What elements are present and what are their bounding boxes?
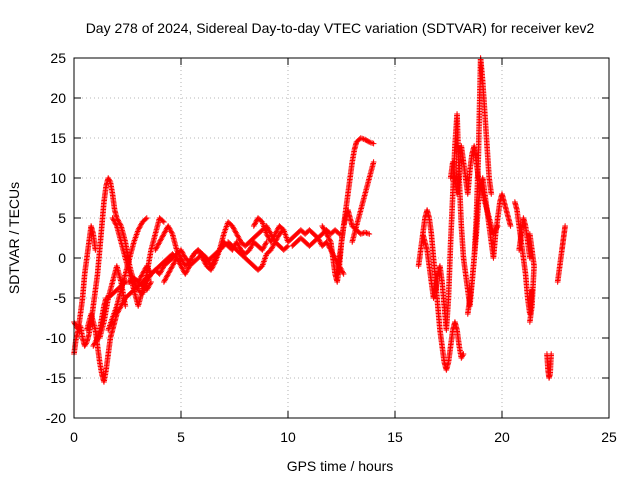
x-tick-label: 10 — [280, 429, 296, 445]
y-tick-label: 20 — [50, 90, 66, 106]
x-tick-label: 15 — [387, 429, 403, 445]
data-point — [92, 247, 99, 253]
data-point — [94, 336, 100, 343]
data-point — [370, 159, 377, 165]
data-point — [527, 255, 533, 261]
data-point — [459, 352, 466, 359]
x-tick-label: 0 — [70, 429, 78, 445]
data-point — [148, 279, 154, 285]
x-tick-label: 20 — [494, 429, 510, 445]
data-point — [527, 319, 533, 325]
x-axis-label: GPS time / hours — [287, 458, 394, 474]
data-point — [168, 229, 175, 236]
data-point — [160, 218, 166, 224]
data-points — [71, 55, 568, 385]
data-point — [327, 237, 333, 244]
y-axis-label: SDTVAR / TECUs — [6, 182, 22, 294]
plot-frame — [73, 57, 610, 419]
data-point — [147, 280, 154, 287]
data-point — [340, 271, 347, 277]
x-tick-label: 5 — [177, 429, 185, 445]
data-point — [113, 221, 119, 228]
data-point — [121, 280, 128, 286]
axis-ticks: -20 -15 -10 -5 0 5 10 15 20 25 0 5 10 15 20 25 — [46, 50, 617, 445]
data-point — [284, 244, 290, 250]
y-tick-label: -15 — [46, 370, 66, 386]
data-point — [370, 140, 377, 147]
data-point — [340, 269, 346, 276]
data-point — [336, 231, 343, 237]
chart-title: Day 278 of 2024, Sidereal Day-to-day VTE… — [86, 20, 595, 36]
data-point — [263, 240, 269, 247]
data-point — [142, 216, 149, 222]
data-point — [562, 223, 568, 229]
data-point — [365, 230, 371, 237]
data-point — [548, 351, 555, 357]
y-tick-label: -5 — [54, 290, 67, 306]
grid-lines — [74, 58, 609, 418]
y-tick-label: 5 — [58, 210, 66, 226]
data-point — [460, 351, 467, 357]
data-point — [507, 223, 514, 229]
y-tick-label: 15 — [50, 130, 66, 146]
y-tick-label: 0 — [58, 250, 66, 266]
data-point — [488, 191, 495, 197]
data-point — [363, 230, 370, 236]
data-point — [161, 219, 167, 225]
y-tick-label: 25 — [50, 50, 66, 66]
data-point — [366, 231, 373, 237]
data-point — [106, 177, 113, 184]
data-point — [365, 138, 372, 145]
y-tick-label: -20 — [46, 410, 66, 426]
data-point — [122, 303, 129, 309]
data-point — [83, 340, 89, 347]
data-point — [143, 215, 150, 221]
y-tick-label: -10 — [46, 330, 66, 346]
y-tick-label: 10 — [50, 170, 66, 186]
x-tick-label: 25 — [601, 429, 617, 445]
